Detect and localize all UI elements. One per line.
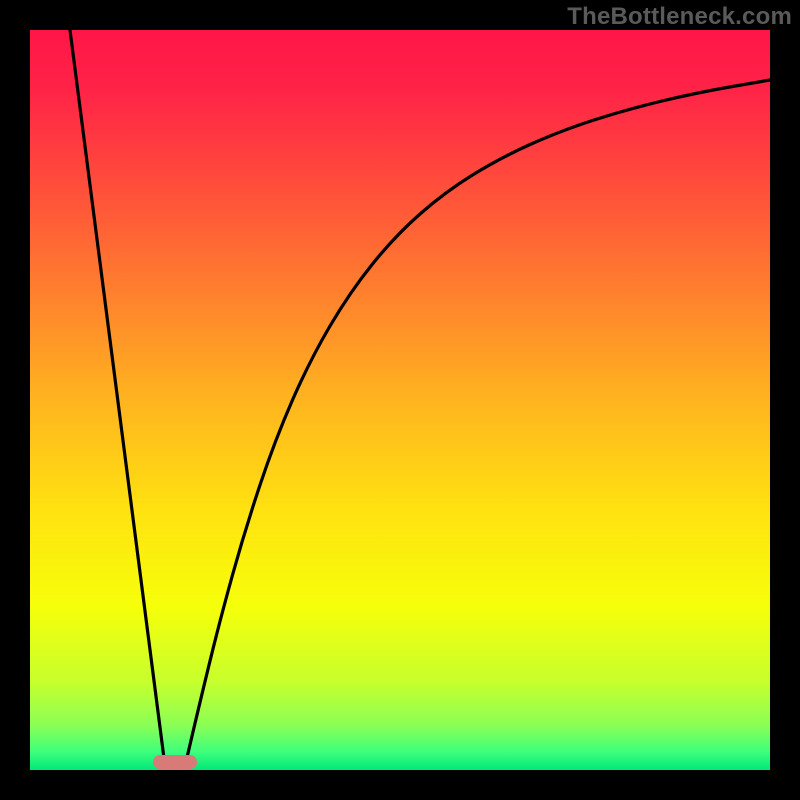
- bottleneck-curve: [30, 30, 770, 770]
- curve-path: [70, 30, 770, 766]
- minimum-marker: [153, 755, 197, 769]
- watermark-text: TheBottleneck.com: [567, 3, 792, 31]
- plot-area: [30, 30, 770, 770]
- chart-frame: TheBottleneck.com: [0, 0, 800, 800]
